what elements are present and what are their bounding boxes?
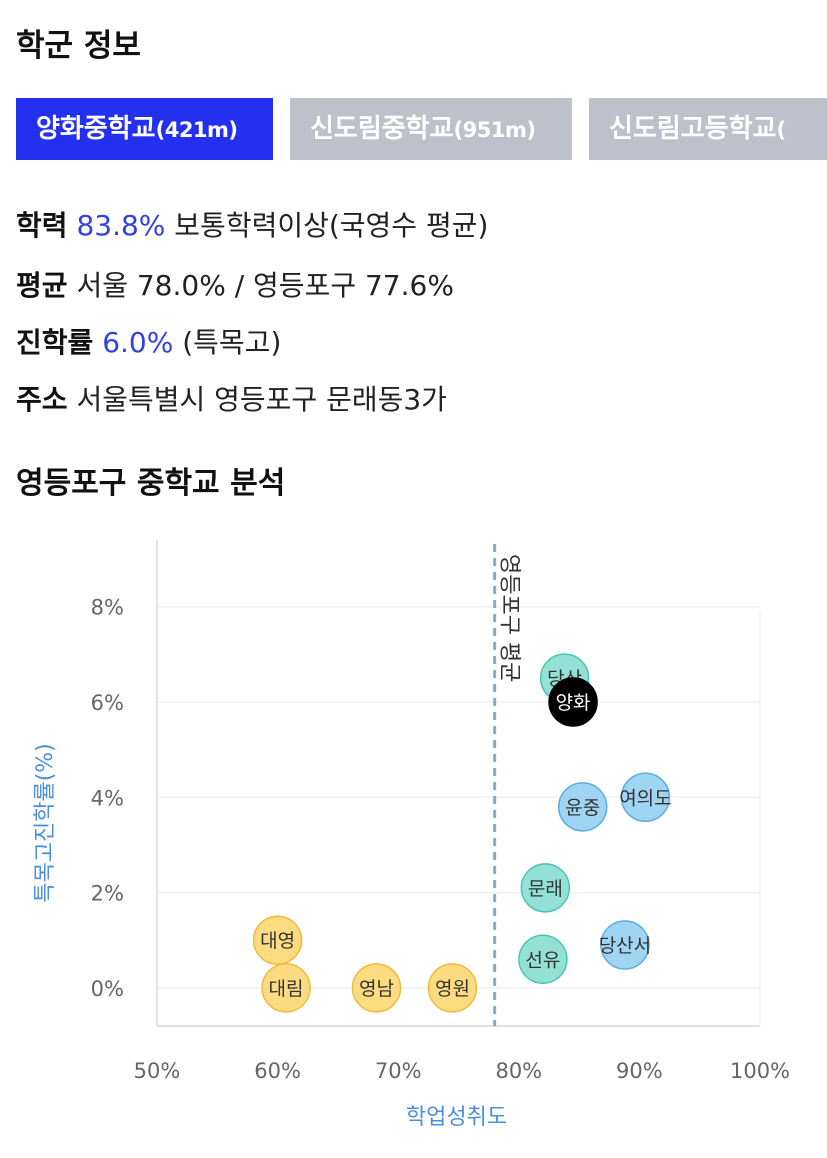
x-tick-label: 60% bbox=[254, 1059, 301, 1083]
y-tick-label: 4% bbox=[91, 786, 124, 810]
advancement-row: 진학률 6.0% (특목고) bbox=[16, 321, 281, 361]
data-point-label: 선유 bbox=[525, 949, 560, 971]
y-tick-label: 8% bbox=[91, 596, 124, 620]
tab-sindorim-middle[interactable]: 신도림중학교(951m) bbox=[290, 98, 572, 160]
average-label: 평균 bbox=[16, 269, 68, 302]
data-point-label: 영남 bbox=[359, 978, 394, 1000]
school-tabs: 양화중학교(421m) 신도림중학교(951m) 신도림고등학교( bbox=[16, 98, 827, 160]
data-point-label: 양화 bbox=[556, 692, 591, 714]
data-point-label: 여의도 bbox=[619, 787, 671, 809]
advancement-desc: (특목고) bbox=[182, 326, 282, 359]
page-title: 학군 정보 bbox=[16, 28, 141, 64]
average-row: 평균 서울 78.0% / 영등포구 77.6% bbox=[16, 264, 454, 304]
y-axis-title: 특목고진학률(%) bbox=[33, 743, 58, 903]
advancement-label: 진학률 bbox=[16, 326, 94, 359]
x-tick-label: 70% bbox=[375, 1059, 422, 1083]
data-point bbox=[520, 863, 571, 913]
data-point-label: 대영 bbox=[260, 930, 295, 952]
achievement-row: 학력 83.8% 보통학력이상(국영수 평균) bbox=[16, 204, 488, 244]
x-tick-label: 100% bbox=[730, 1059, 790, 1083]
tab-distance: ( bbox=[776, 118, 786, 142]
data-point bbox=[252, 915, 303, 965]
tab-label: 신도림중학교 bbox=[310, 114, 454, 144]
data-point bbox=[518, 934, 568, 985]
reference-line-label: 영등포구 평균 bbox=[497, 554, 522, 682]
data-point-label: 대림 bbox=[269, 978, 304, 1000]
address-text: 서울특별시 영등포구 문래동3가 bbox=[76, 383, 447, 416]
data-point-label: 당산서 bbox=[599, 935, 651, 957]
tab-distance: (421m) bbox=[155, 118, 238, 142]
average-text: 서울 78.0% / 영등포구 77.6% bbox=[76, 269, 454, 302]
tab-sindorim-high[interactable]: 신도림고등학교( bbox=[589, 98, 827, 160]
data-point bbox=[600, 920, 650, 970]
tab-label: 양화중학교 bbox=[36, 114, 156, 144]
data-point bbox=[427, 963, 478, 1013]
achievement-value: 83.8% bbox=[76, 209, 166, 242]
address-label: 주소 bbox=[16, 383, 68, 416]
x-tick-label: 90% bbox=[616, 1059, 663, 1083]
y-tick-label: 2% bbox=[91, 882, 124, 906]
y-tick-label: 6% bbox=[91, 691, 124, 715]
x-axis-title: 학업성취도 bbox=[406, 1105, 507, 1130]
school-scatter-chart: 0% 2% 4% 6% 8% 50% 60% 70% 80% 90% 100% 학업성취도 특목고진학률… bbox=[33, 540, 790, 1130]
data-point-label: 문래 bbox=[528, 878, 563, 900]
data-point bbox=[261, 963, 311, 1013]
advancement-value: 6.0% bbox=[102, 326, 174, 359]
data-point bbox=[548, 677, 598, 727]
tab-distance: (951m) bbox=[453, 118, 536, 142]
data-point bbox=[351, 963, 402, 1013]
section-title: 영등포구 중학교 분석 bbox=[16, 466, 286, 501]
tab-label: 신도림고등학교 bbox=[609, 114, 777, 144]
x-tick-label: 50% bbox=[134, 1059, 181, 1083]
achievement-desc: 보통학력이상(국영수 평균) bbox=[174, 209, 489, 242]
achievement-label: 학력 bbox=[16, 209, 68, 242]
data-point-label: 윤중 bbox=[565, 797, 600, 819]
x-tick-label: 80% bbox=[495, 1059, 542, 1083]
address-row: 주소 서울특별시 영등포구 문래동3가 bbox=[16, 378, 447, 418]
data-point bbox=[557, 782, 608, 832]
data-point-label: 영원 bbox=[435, 978, 470, 1000]
y-tick-label: 0% bbox=[91, 977, 124, 1001]
data-point bbox=[620, 772, 671, 823]
tab-yanghwa-middle[interactable]: 양화중학교(421m) bbox=[16, 98, 273, 160]
